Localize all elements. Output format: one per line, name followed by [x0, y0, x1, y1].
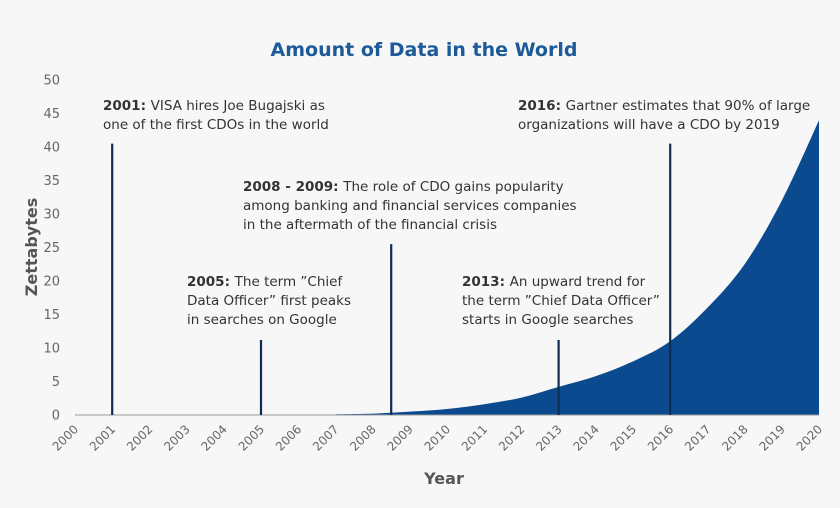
annotation-text: 2008 - 2009: The role of CDO gains popul…	[243, 179, 564, 195]
x-tick-label: 2005	[236, 422, 267, 453]
annotation-year: 2008 - 2009:	[243, 179, 343, 195]
annotation-year: 2001:	[103, 98, 151, 114]
annotation-text: one of the first CDOs in the world	[103, 117, 329, 133]
x-tick-label: 2010	[422, 422, 453, 453]
x-tick-label: 2011	[459, 422, 490, 453]
x-tick-label: 2002	[124, 422, 155, 453]
x-tick-label: 2000	[50, 422, 81, 453]
annotation-year: 2013:	[462, 274, 510, 290]
x-tick-label: 2014	[570, 422, 601, 453]
x-tick-label: 2006	[273, 422, 304, 453]
x-tick-label: 2016	[645, 422, 676, 453]
annotation-text: in searches on Google	[187, 312, 337, 328]
x-tick-label: 2017	[682, 422, 713, 453]
annotation-text: in the aftermath of the financial crisis	[243, 217, 497, 233]
x-tick-label: 2003	[161, 422, 192, 453]
area-series	[335, 120, 819, 415]
x-tick-label: 2019	[756, 422, 787, 453]
y-axis-title: Zettabytes	[22, 198, 41, 296]
annotation-text: the term ”Chief Data Officer”	[462, 293, 660, 309]
y-tick-label: 15	[43, 308, 60, 323]
x-tick-label: 2007	[310, 422, 341, 453]
x-tick-label: 2020	[794, 422, 825, 453]
annotation-text: Data Officer” first peaks	[187, 293, 351, 309]
x-tick-label: 2004	[198, 422, 229, 453]
annotation-text: among banking and financial services com…	[243, 198, 577, 214]
annotation-text: 2016: Gartner estimates that 90% of larg…	[518, 98, 810, 114]
annotation-text: 2001: VISA hires Joe Bugajski as	[103, 98, 325, 114]
y-tick-label: 5	[52, 375, 60, 390]
x-tick-label: 2008	[347, 422, 378, 453]
annotation-year: 2005:	[187, 274, 235, 290]
x-tick-label: 2015	[608, 422, 639, 453]
annotation-text: starts in Google searches	[462, 312, 633, 328]
x-axis-title: Year	[423, 469, 464, 488]
x-tick-label: 2009	[384, 422, 415, 453]
y-tick-label: 45	[43, 107, 60, 122]
y-tick-label: 50	[43, 74, 60, 89]
annotations: 2001: VISA hires Joe Bugajski as one of t…	[103, 98, 810, 415]
chart-title: Amount of Data in the World	[271, 39, 578, 61]
annotation-year: 2016:	[518, 98, 566, 114]
y-tick-label: 30	[43, 208, 60, 223]
x-tick-label: 2012	[496, 422, 527, 453]
annotation-text: organizations will have a CDO by 2019	[518, 117, 780, 133]
y-tick-label: 10	[43, 342, 60, 357]
x-axis-ticks: 2000 2001 2002 2003 2004 2005 2006 2007 2008 2009…	[50, 422, 825, 453]
x-tick-label: 2013	[533, 422, 564, 453]
y-tick-label: 35	[43, 174, 60, 189]
y-tick-label: 20	[43, 275, 60, 290]
x-tick-label: 2001	[87, 422, 118, 453]
y-tick-label: 0	[52, 409, 60, 424]
y-tick-label: 25	[43, 241, 60, 256]
annotation-text: 2013: An upward trend for	[462, 274, 646, 290]
y-tick-label: 40	[43, 141, 60, 156]
y-axis-ticks: 0 5 10 15 20 25 30 35 40 45 50	[43, 74, 60, 424]
annotation-text: 2005: The term ”Chief	[187, 274, 343, 290]
x-tick-label: 2018	[719, 422, 750, 453]
area-fill	[335, 120, 819, 415]
